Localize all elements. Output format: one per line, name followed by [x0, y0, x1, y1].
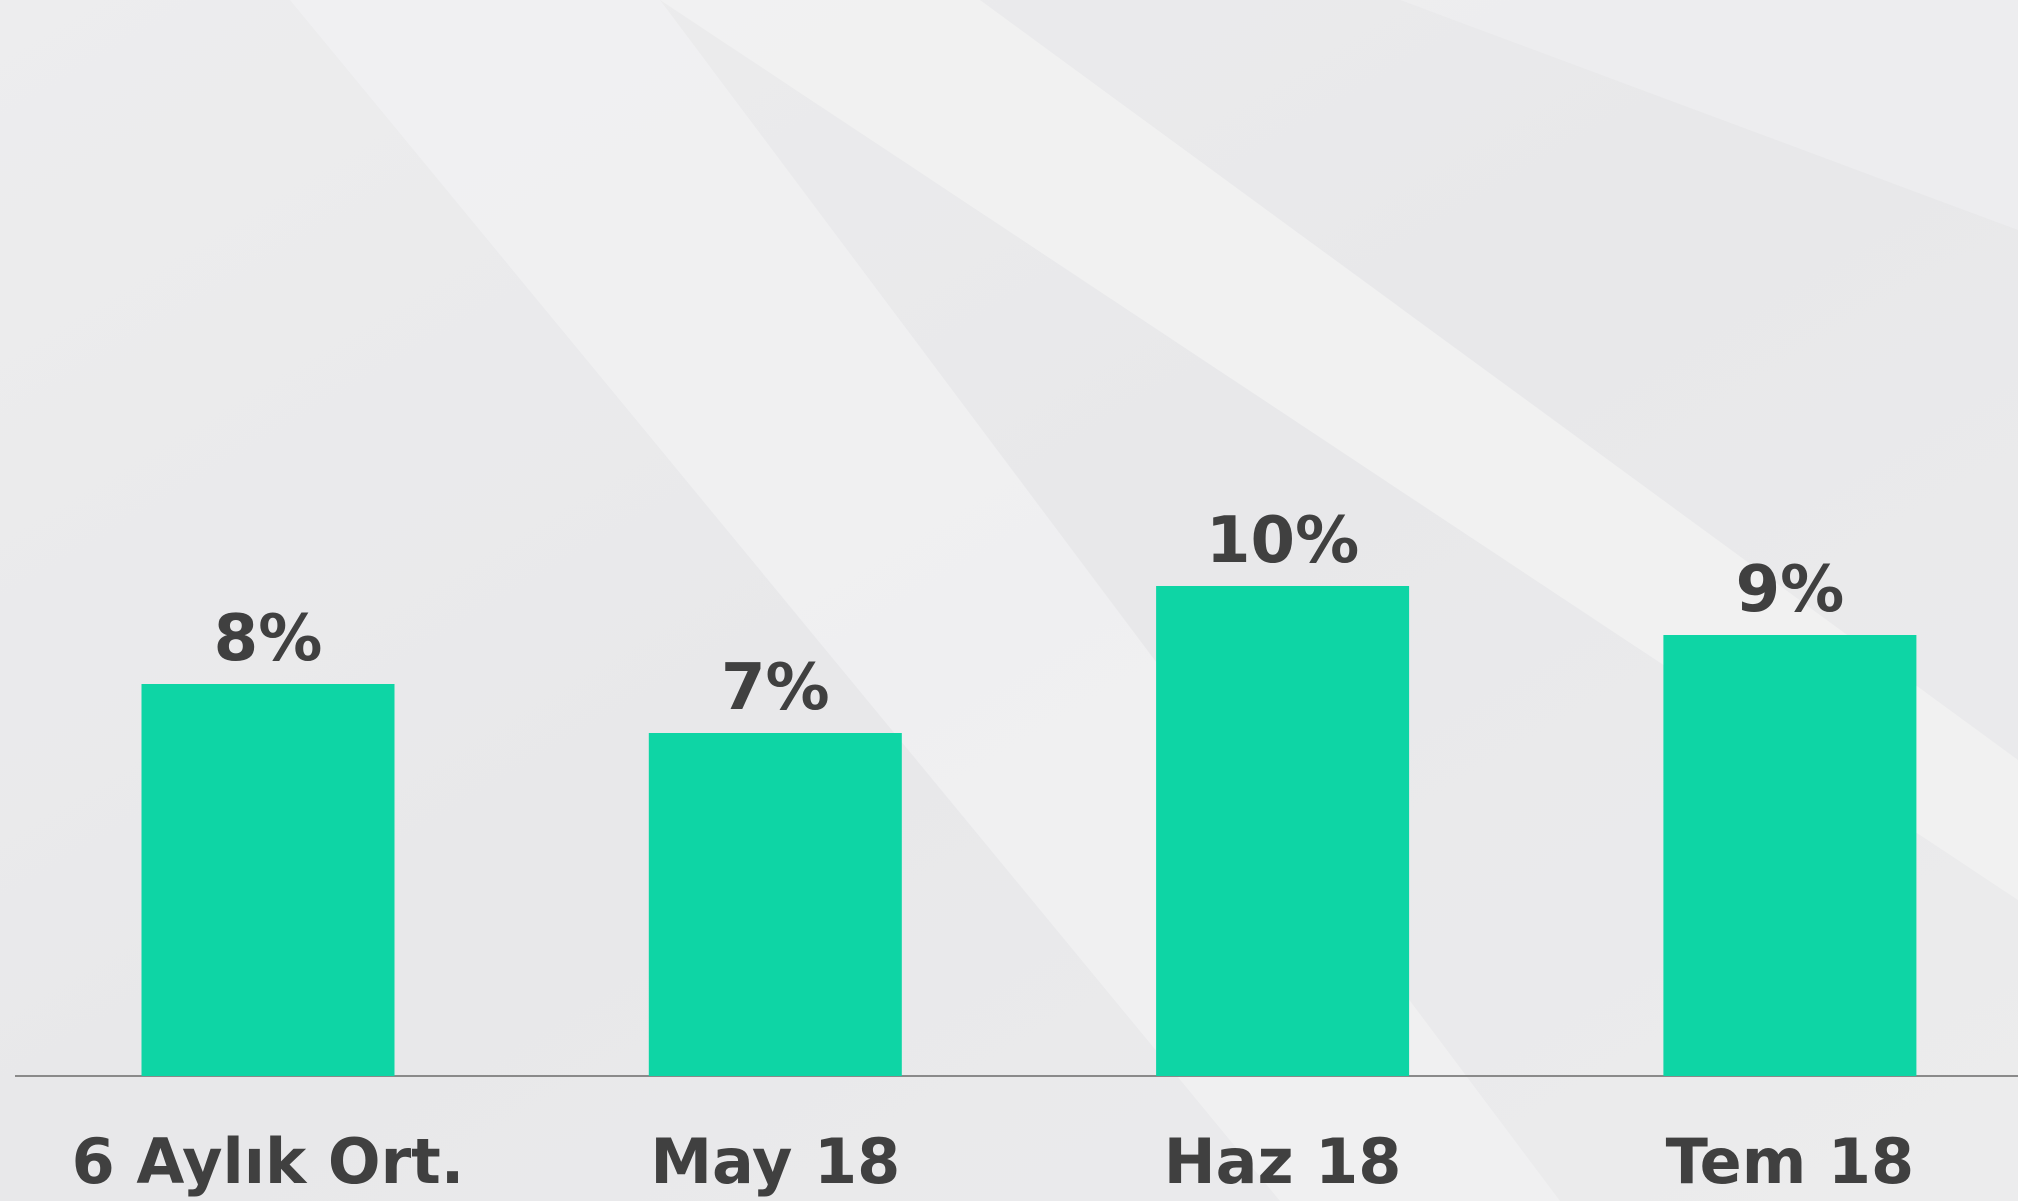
data-label: 7%: [721, 651, 830, 725]
background-streak: [1400, 0, 2018, 230]
x-tick-label: 6 Aylık Ort.: [72, 1125, 465, 1198]
x-tick-label: Tem 18: [1666, 1125, 1915, 1198]
x-tick-label: May 18: [650, 1125, 900, 1198]
bar: [648, 733, 902, 1076]
data-label: 9%: [1736, 553, 1845, 627]
bar: [141, 684, 395, 1076]
data-label: 10%: [1206, 504, 1359, 578]
data-label: 8%: [214, 602, 323, 676]
bar: [1663, 635, 1917, 1076]
bar: [1156, 586, 1410, 1076]
x-tick-label: Haz 18: [1164, 1125, 1402, 1198]
